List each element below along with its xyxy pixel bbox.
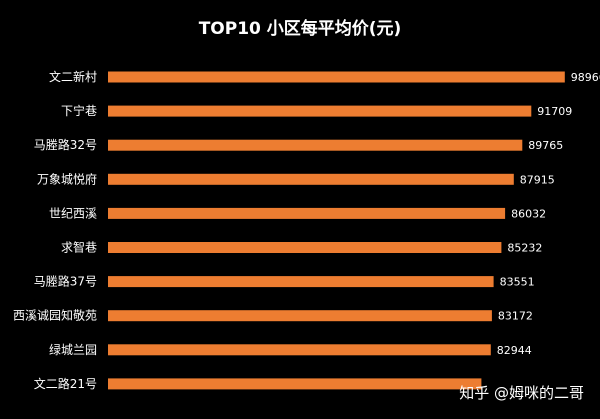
bar bbox=[108, 71, 565, 83]
bar bbox=[108, 105, 532, 117]
watermark-text: 知乎 @姆咪的二哥 bbox=[459, 384, 584, 402]
bar bbox=[108, 276, 494, 288]
bar bbox=[108, 242, 502, 253]
category-label: 文二路21号 bbox=[34, 376, 97, 391]
category-label: 文二新村 bbox=[49, 69, 97, 84]
value-label: 91709 bbox=[537, 105, 572, 118]
category-label: 下宁巷 bbox=[61, 103, 97, 118]
category-label: 西溪诚园知敬苑 bbox=[13, 309, 97, 323]
value-label: 89765 bbox=[528, 139, 563, 152]
bar bbox=[108, 207, 506, 219]
value-label: 87915 bbox=[520, 173, 555, 186]
bar bbox=[108, 139, 523, 151]
value-label: 86032 bbox=[511, 207, 546, 220]
category-label: 万象城悦府 bbox=[37, 171, 97, 186]
bar bbox=[108, 310, 492, 322]
category-label: 马塍路37号 bbox=[34, 274, 97, 289]
value-label: 98966 bbox=[571, 71, 600, 84]
category-label: 求智巷 bbox=[61, 240, 97, 255]
bar bbox=[108, 173, 514, 185]
chart-title: TOP10 小区每平均价(元) bbox=[199, 18, 402, 39]
bar bbox=[108, 378, 482, 390]
value-label: 83172 bbox=[498, 310, 533, 323]
value-label: 82944 bbox=[497, 344, 532, 357]
value-label: 85232 bbox=[507, 242, 542, 255]
category-label: 世纪西溪 bbox=[49, 206, 97, 220]
bars-group: 文二新村 98966 下宁巷 91709 马塍路32号 89765 万象城悦府 87915 世纪… bbox=[13, 69, 600, 391]
category-label: 马塍路32号 bbox=[34, 137, 97, 152]
value-label: 83551 bbox=[500, 276, 535, 289]
category-label: 绿城兰园 bbox=[49, 342, 97, 357]
bar bbox=[108, 344, 491, 356]
